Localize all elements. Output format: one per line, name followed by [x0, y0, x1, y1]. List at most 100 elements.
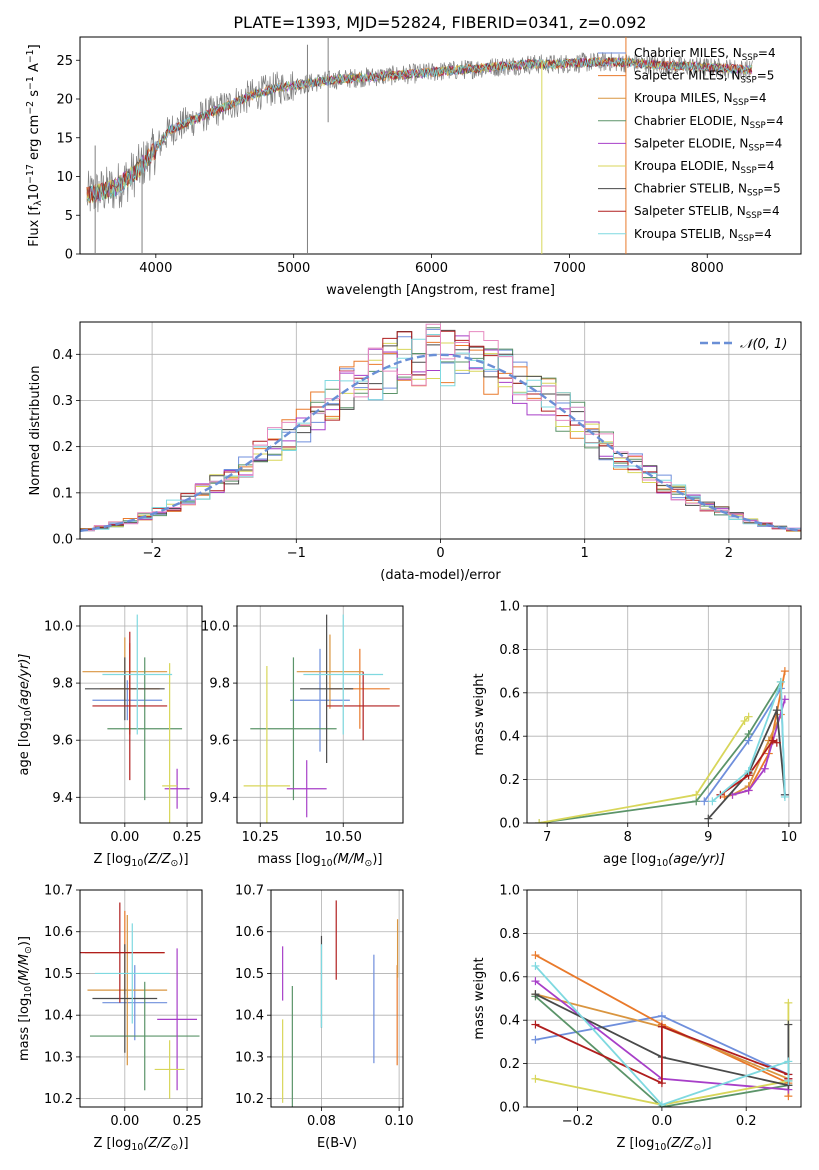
y-tick-label: 5: [65, 209, 73, 224]
y-tick-label: 10.7: [235, 884, 264, 899]
y-tick-label: 9.8: [209, 677, 230, 692]
spectrum-frame: [79, 36, 802, 255]
y-tick-label: 0.8: [499, 927, 520, 942]
y-tick-label: 10.7: [44, 884, 73, 899]
x-tick-label: 7: [543, 830, 551, 845]
y-axis-label: mass [log10(M/M⊙)]: [17, 936, 34, 1061]
legend-label: Chabrier STELIB, NSSP=5: [634, 182, 781, 199]
model-fit-line: [86, 56, 752, 202]
y-tick-label: 10.2: [44, 1092, 73, 1107]
y-tick-label: 0.4: [52, 348, 73, 363]
mass-weight-frame: [526, 605, 802, 824]
x-tick-label: 10.50: [325, 830, 362, 845]
mass-weight-series: [732, 699, 786, 796]
x-tick-label: 5000: [277, 261, 310, 276]
x-tick-label: 8: [624, 830, 632, 845]
errorbar-frame: [236, 605, 404, 824]
y-tick-label: 9.6: [52, 734, 73, 749]
y-axis-label: mass weight: [472, 673, 487, 755]
x-tick-label: 7000: [553, 261, 586, 276]
x-axis-label: Z [log10(Z/Z⊙)]: [93, 852, 188, 869]
x-tick-label: 4000: [139, 261, 172, 276]
spectrum-lines: [86, 37, 753, 254]
y-tick-label: 10: [56, 170, 73, 185]
x-tick-label: 9: [704, 830, 712, 845]
legend-label: Chabrier ELODIE, NSSP=4: [634, 114, 783, 131]
legend-label: Salpeter MILES, NSSP=5: [634, 69, 774, 86]
y-tick-label: 9.4: [52, 791, 73, 806]
x-tick-label: −0.2: [562, 1114, 594, 1129]
model-fit-line: [86, 57, 753, 202]
x-tick-label: −1: [287, 546, 306, 561]
y-tick-label: 10.0: [201, 619, 230, 634]
x-axis-label: age [log10(age/yr)]: [603, 852, 725, 869]
x-tick-label: 0.2: [736, 1114, 757, 1129]
y-tick-label: 0.1: [52, 486, 73, 501]
x-tick-label: 1: [581, 546, 589, 561]
y-tick-label: 0.8: [499, 643, 520, 658]
y-tick-label: 10.5: [44, 967, 73, 982]
y-tick-label: 0.4: [499, 730, 520, 745]
errorbars: [80, 902, 200, 1099]
figure-title: PLATE=1393, MJD=52824, FIBERID=0341, z=0…: [233, 13, 646, 32]
histogram-frame: [79, 321, 802, 540]
errorbar-frame: [270, 889, 404, 1108]
y-tick-label: 0: [65, 248, 73, 263]
mass-weight-series: [719, 739, 778, 796]
y-tick-label: 10.0: [44, 619, 73, 634]
x-tick-label: −2: [143, 546, 162, 561]
x-axis-label: (data-model)/error: [380, 568, 501, 583]
x-tick-label: 0.25: [173, 1114, 202, 1129]
mass-weight-series: [534, 965, 790, 1106]
x-tick-label: 8000: [691, 261, 724, 276]
mass-weight-series: [711, 681, 786, 802]
normal-pdf-line: [80, 353, 801, 533]
y-tick-label: 10.4: [44, 1009, 73, 1024]
legend-label: Salpeter ELODIE, NSSP=4: [634, 136, 782, 153]
y-tick-label: 0.4: [499, 1014, 520, 1029]
x-axis-label: E(B-V): [317, 1136, 357, 1151]
x-axis-label: Z [log10(Z/Z⊙)]: [616, 1136, 711, 1153]
x-tick-label: 0: [436, 546, 444, 561]
histogram-series: [80, 329, 801, 534]
y-axis-label: age [log10(age/yr)]: [17, 654, 34, 776]
y-tick-label: 10.3: [44, 1050, 73, 1065]
y-tick-label: 0.0: [499, 817, 520, 832]
y-tick-label: 0.0: [52, 533, 73, 548]
x-tick-label: 0.25: [173, 830, 202, 845]
legend-label: Kroupa MILES, NSSP=4: [634, 91, 767, 108]
x-tick-label: 0.00: [110, 830, 139, 845]
y-tick-label: 0.0: [499, 1101, 520, 1116]
y-axis-label: Normed distribution: [28, 366, 43, 496]
y-tick-label: 10.5: [235, 967, 264, 982]
x-axis-label: Z [log10(Z/Z⊙)]: [93, 1136, 188, 1153]
y-tick-label: 0.2: [52, 440, 73, 455]
mass-weight-frame: [526, 889, 802, 1108]
x-tick-label: 0.0: [652, 1114, 673, 1129]
y-tick-label: 0.3: [52, 394, 73, 409]
y-tick-label: 1.0: [499, 600, 520, 615]
y-tick-label: 25: [56, 54, 73, 69]
y-tick-label: 10.2: [235, 1092, 264, 1107]
y-tick-label: 15: [56, 131, 73, 146]
errorbar-frame: [79, 889, 203, 1108]
y-tick-label: 0.6: [499, 970, 520, 985]
x-tick-label: 0.08: [307, 1114, 336, 1129]
y-tick-label: 10.6: [235, 925, 264, 940]
mass-weight-series: [534, 993, 790, 1087]
x-tick-label: 6000: [415, 261, 448, 276]
errorbars: [82, 614, 190, 823]
y-tick-label: 10.3: [235, 1050, 264, 1065]
y-tick-label: 10.4: [235, 1009, 264, 1024]
x-axis-label: wavelength [Angstrom, rest frame]: [326, 283, 555, 298]
x-tick-label: 2: [725, 546, 733, 561]
y-tick-label: 9.6: [209, 734, 230, 749]
mass-weight-lines: [535, 667, 789, 823]
y-tick-label: 9.4: [209, 791, 230, 806]
y-tick-label: 0.6: [499, 686, 520, 701]
mass-weight-series: [538, 681, 782, 823]
errorbars: [282, 900, 399, 1107]
legend-label: Kroupa ELODIE, NSSP=4: [634, 159, 774, 176]
x-tick-label: 10: [781, 830, 798, 845]
